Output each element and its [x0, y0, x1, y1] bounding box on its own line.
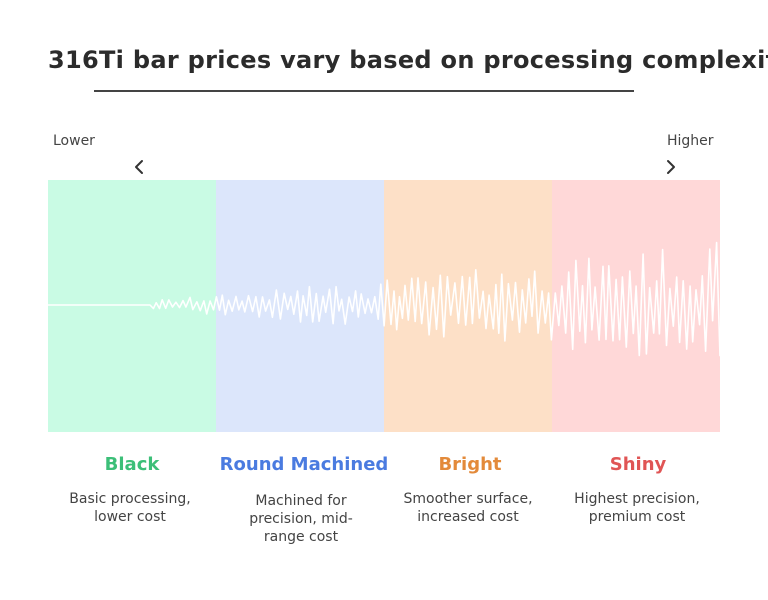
chevron-left-icon: [135, 160, 143, 174]
zone-bright-description: Smoother surface, increased cost: [384, 490, 552, 526]
zone-shiny-band: [552, 180, 720, 432]
zone-bright-title: Bright: [438, 454, 502, 475]
zone-round-machined-title: Round Machined: [219, 454, 389, 475]
zone-black-band: [48, 180, 216, 432]
zone-round-machined-desc-line: Machined for: [255, 493, 347, 509]
lower-label: Lower: [53, 133, 95, 149]
title-underline: [94, 90, 634, 92]
zone-bright-desc-line: Smoother surface,: [403, 491, 533, 507]
zone-black-desc-line: lower cost: [94, 509, 166, 525]
zone-black-description: Basic processing, lower cost: [48, 490, 212, 526]
zone-round-machined-description: Machined for precision, mid- range cost: [216, 492, 386, 546]
zone-round-machined-band: [216, 180, 384, 432]
zone-shiny-desc-line: premium cost: [588, 509, 686, 525]
zone-bright-desc-line: increased cost: [417, 509, 519, 525]
zone-shiny-description: Highest precision, premium cost: [552, 490, 722, 526]
zone-black-title: Black: [104, 454, 160, 475]
zone-shiny-title: Shiny: [609, 454, 667, 475]
higher-label: Higher: [667, 133, 714, 149]
chevron-right-icon: [667, 160, 675, 174]
complexity-wave: [48, 241, 721, 357]
zone-round-machined-desc-line: precision, mid-: [249, 511, 353, 527]
zone-black-desc-line: Basic processing,: [69, 491, 191, 507]
zone-shiny-desc-line: Highest precision,: [574, 491, 700, 507]
title: 316Ti bar prices vary based on processin…: [48, 46, 768, 74]
zone-round-machined-desc-line: range cost: [263, 529, 339, 545]
